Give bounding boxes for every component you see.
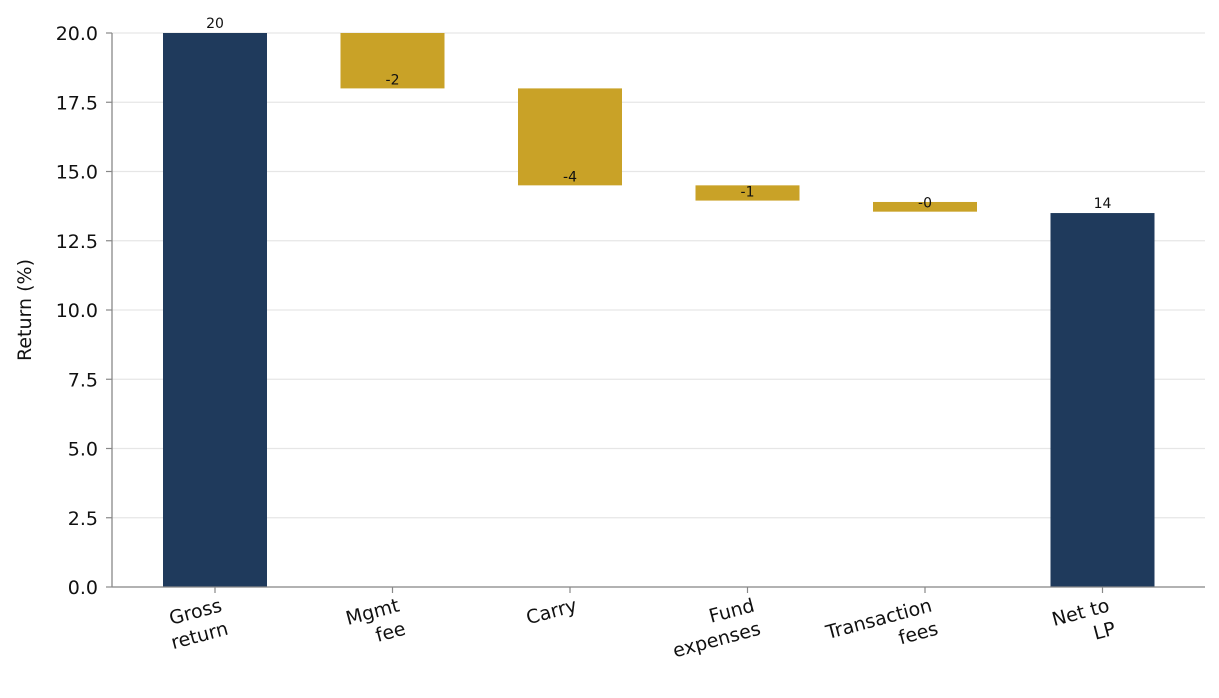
bar xyxy=(518,88,622,186)
bar xyxy=(1050,213,1155,588)
x-tick-label: Carry xyxy=(524,595,579,630)
y-tick-label: 2.5 xyxy=(68,508,98,530)
y-tick-label: 10.0 xyxy=(56,300,98,322)
y-axis-title: Return (%) xyxy=(14,259,36,361)
y-tick-label: 17.5 xyxy=(56,92,98,114)
bar xyxy=(163,33,267,587)
data-label: -4 xyxy=(563,169,577,185)
data-label: 14 xyxy=(1094,196,1112,212)
x-tick-label-line: fee xyxy=(373,618,408,647)
grid xyxy=(112,32,1205,588)
y-tick-label: 7.5 xyxy=(68,369,98,391)
y-tick-label: 5.0 xyxy=(68,439,98,461)
bars xyxy=(163,33,1155,588)
bar xyxy=(340,33,445,89)
data-label: -0 xyxy=(918,196,932,212)
y-tick-label: 0.0 xyxy=(68,577,98,599)
y-tick-label: 12.5 xyxy=(56,231,98,253)
data-labels: 20 -2 -4 -1 -0 14 xyxy=(206,16,1111,212)
x-tick-label-line: LP xyxy=(1091,618,1118,645)
y-tick-label: 20.0 xyxy=(56,23,98,45)
y-tick-label: 15.0 xyxy=(56,162,98,184)
data-label: 20 xyxy=(206,16,224,32)
bar xyxy=(873,201,977,212)
x-tick-label-line: Carry xyxy=(524,595,579,630)
data-label: -2 xyxy=(386,72,400,88)
bar xyxy=(695,185,800,201)
data-label: -1 xyxy=(741,185,755,201)
